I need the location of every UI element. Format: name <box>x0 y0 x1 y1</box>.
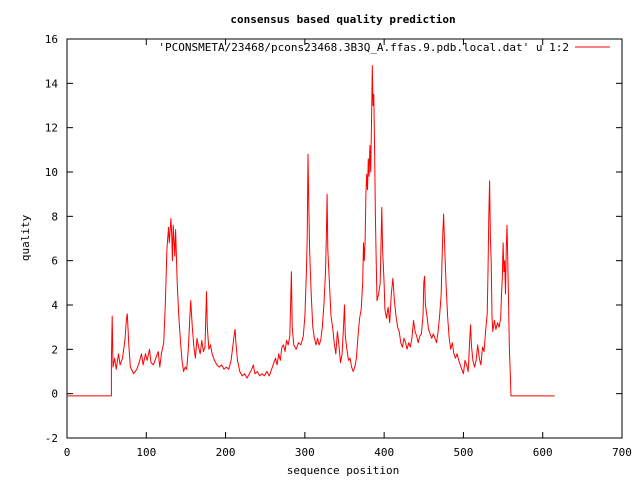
y-tick-label: -2 <box>45 432 58 445</box>
plot-frame <box>66 38 623 439</box>
x-tick-label: 300 <box>295 446 315 459</box>
legend-label: 'PCONSMETA/23468/pcons23468.3B3Q_A.ffas.… <box>158 41 569 54</box>
y-tick-label: 12 <box>45 122 58 135</box>
y-tick-label: 2 <box>51 343 58 356</box>
x-axis-label: sequence position <box>287 464 400 477</box>
x-tick-label: 100 <box>136 446 156 459</box>
series-line <box>67 65 555 397</box>
y-tick-label: 10 <box>45 166 58 179</box>
y-tick-label: 6 <box>51 255 58 268</box>
chart-title: consensus based quality prediction <box>230 13 455 26</box>
y-tick-label: 0 <box>51 388 58 401</box>
x-tick-label: 0 <box>64 446 71 459</box>
x-tick-label: 200 <box>216 446 236 459</box>
y-axis-label: quality <box>19 214 32 261</box>
y-tick-label: 8 <box>51 210 58 223</box>
y-tick-label: 4 <box>51 299 58 312</box>
x-tick-label: 500 <box>453 446 473 459</box>
legend: 'PCONSMETA/23468/pcons23468.3B3Q_A.ffas.… <box>158 41 610 54</box>
y-tick-label: 16 <box>45 33 58 46</box>
x-tick-label: 400 <box>374 446 394 459</box>
y-axis: -2 0 2 4 6 8 10 12 14 16 <box>45 33 622 445</box>
x-axis: 0 100 200 300 400 500 600 700 <box>64 39 632 459</box>
x-tick-label: 600 <box>533 446 553 459</box>
x-tick-label: 700 <box>612 446 632 459</box>
y-tick-label: 14 <box>45 77 59 90</box>
